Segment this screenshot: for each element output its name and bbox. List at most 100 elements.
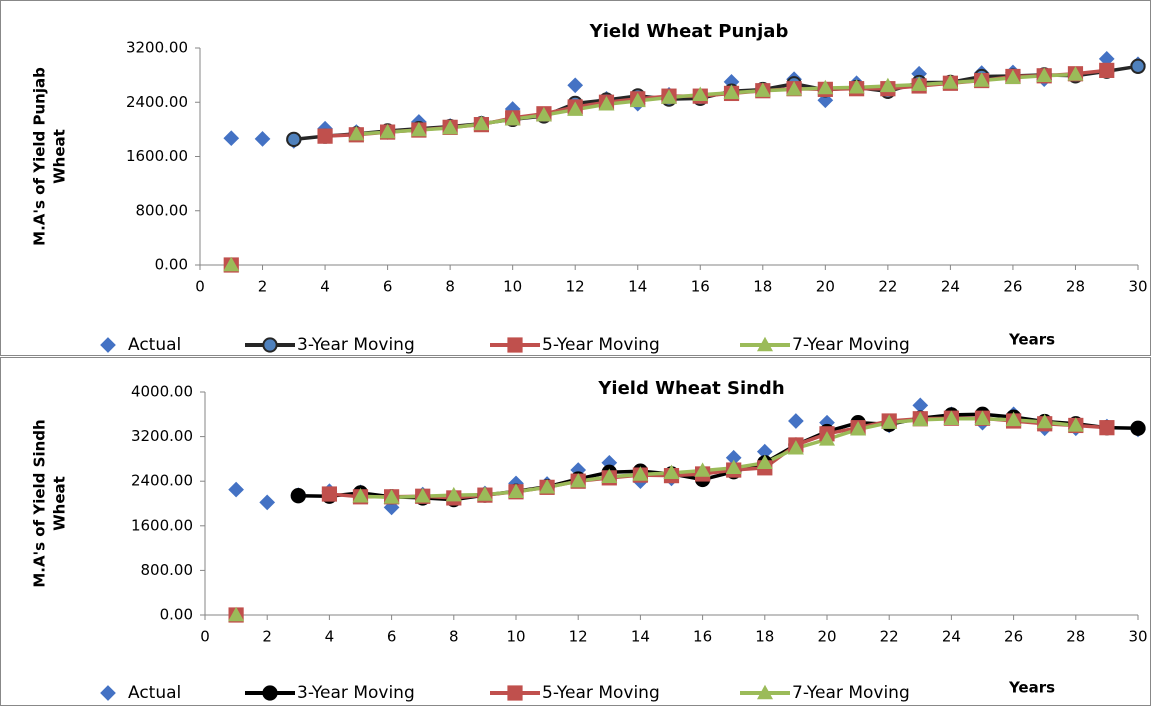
y-axis-label: M.A's of Yield Punjab <box>31 67 49 246</box>
legend-label: Actual <box>128 335 181 355</box>
x-axis-label: Years <box>1008 679 1055 697</box>
data-point <box>348 125 365 141</box>
y-tick-label: 2400.00 <box>126 93 188 111</box>
x-tick-label: 12 <box>569 628 588 646</box>
data-point <box>286 131 302 147</box>
legend-label: 7-Year Moving <box>792 335 910 355</box>
data-point <box>723 84 740 99</box>
x-tick-label: 18 <box>753 278 772 296</box>
data-point <box>598 96 615 111</box>
data-point <box>973 72 990 87</box>
data-point <box>879 77 896 93</box>
x-tick-label: 10 <box>506 628 525 646</box>
data-point <box>476 486 493 501</box>
x-tick-label: 24 <box>941 278 960 296</box>
data-point <box>414 488 431 503</box>
legend-label: 5-Year Moving <box>542 683 660 703</box>
data-point <box>223 130 240 147</box>
data-point <box>1099 62 1115 78</box>
data-point <box>632 466 649 481</box>
data-point <box>1005 411 1022 427</box>
legend-label: 3-Year Moving <box>297 683 415 703</box>
x-tick-label: 22 <box>880 628 899 646</box>
data-point <box>942 74 959 89</box>
x-tick-label: 2 <box>262 628 272 646</box>
y-tick-label: 0.00 <box>160 606 193 624</box>
data-point <box>1099 420 1115 436</box>
x-tick-label: 0 <box>195 278 205 296</box>
panel-border <box>0 0 1151 356</box>
y-tick-label: 0.00 <box>155 256 188 274</box>
y-tick-label: 1600.00 <box>131 516 193 534</box>
data-point <box>442 119 459 135</box>
data-point <box>601 468 618 483</box>
data-point <box>383 489 400 504</box>
y-axis-label: Wheat <box>51 476 69 531</box>
data-point <box>352 488 369 503</box>
legend-marker <box>100 685 116 701</box>
legend-marker <box>262 685 278 701</box>
data-point <box>567 77 584 94</box>
legend-marker <box>756 684 774 700</box>
x-tick-label: 26 <box>1004 628 1023 646</box>
data-point <box>317 128 333 144</box>
data-point <box>1130 58 1146 74</box>
data-point <box>535 106 552 122</box>
x-tick-label: 2 <box>258 278 268 296</box>
data-point <box>1067 66 1084 81</box>
data-point <box>912 411 929 427</box>
data-point <box>1036 67 1053 83</box>
legend-marker <box>756 336 774 352</box>
y-tick-label: 3200.00 <box>126 39 188 57</box>
data-point <box>818 431 836 446</box>
chart-title: Yield Wheat Punjab <box>589 21 789 42</box>
data-point <box>410 121 427 137</box>
data-point <box>817 79 834 95</box>
data-point <box>692 86 709 101</box>
data-point <box>1004 69 1021 85</box>
legend-label: Actual <box>128 683 181 703</box>
legend-marker <box>507 685 523 701</box>
x-tick-label: 22 <box>878 278 897 296</box>
data-point <box>629 92 646 108</box>
y-tick-label: 2400.00 <box>131 472 193 490</box>
legend-marker <box>262 337 278 353</box>
data-point <box>254 131 271 147</box>
data-point <box>383 499 400 516</box>
x-tick-label: 4 <box>320 278 330 296</box>
data-point <box>974 410 991 425</box>
data-point <box>1130 420 1146 436</box>
x-tick-label: 30 <box>1128 628 1147 646</box>
x-tick-label: 10 <box>503 278 522 296</box>
legend-marker <box>100 337 116 353</box>
x-tick-label: 24 <box>942 628 961 646</box>
data-point <box>787 440 804 455</box>
y-tick-label: 1600.00 <box>126 147 188 165</box>
x-tick-label: 26 <box>1003 278 1022 296</box>
data-point <box>539 479 556 494</box>
x-tick-label: 30 <box>1128 278 1147 296</box>
data-point <box>881 414 898 429</box>
x-tick-label: 20 <box>816 278 835 296</box>
data-point <box>1067 417 1084 432</box>
data-point <box>570 472 587 488</box>
data-point <box>756 454 773 470</box>
chart-title: Yield Wheat Sindh <box>597 378 784 399</box>
x-tick-label: 28 <box>1066 628 1085 646</box>
data-point <box>848 79 865 94</box>
x-tick-label: 4 <box>325 628 335 646</box>
legend-marker <box>507 337 523 353</box>
legend-label: 3-Year Moving <box>297 335 415 355</box>
legend-label: 7-Year Moving <box>792 683 910 703</box>
x-tick-label: 16 <box>693 628 712 646</box>
data-point <box>911 76 928 91</box>
x-tick-label: 28 <box>1066 278 1085 296</box>
x-tick-label: 12 <box>566 278 585 296</box>
data-point <box>786 81 803 96</box>
x-tick-label: 0 <box>200 628 210 646</box>
y-axis-label: Wheat <box>51 129 69 184</box>
y-tick-label: 800.00 <box>136 201 189 219</box>
x-tick-label: 6 <box>387 628 397 646</box>
x-tick-label: 20 <box>817 628 836 646</box>
x-tick-label: 18 <box>755 628 774 646</box>
